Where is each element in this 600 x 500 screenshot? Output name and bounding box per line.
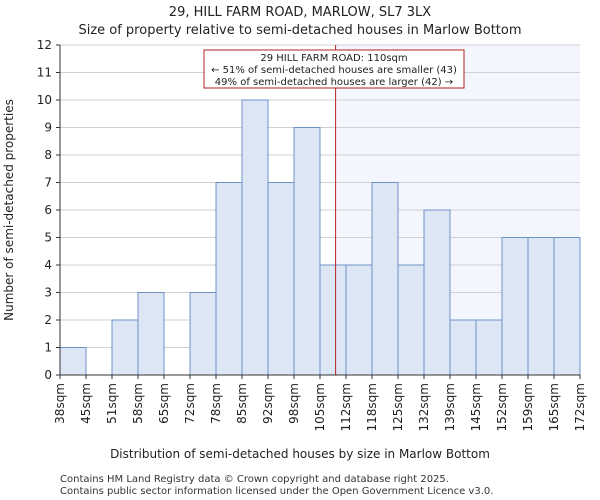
- bar: [137, 292, 165, 376]
- x-tick-label: 78sqm: [209, 383, 223, 424]
- bar: [423, 209, 451, 376]
- x-tick-label: 51sqm: [105, 383, 119, 424]
- bar: [527, 237, 555, 376]
- x-tick-label: 45sqm: [79, 383, 93, 424]
- bar: [553, 237, 581, 376]
- y-tick-label: 2: [44, 313, 52, 327]
- y-tick-label: 11: [37, 66, 52, 80]
- x-axis-label: Distribution of semi-detached houses by …: [110, 447, 490, 461]
- y-tick-label: 10: [37, 93, 52, 107]
- y-tick-label: 3: [44, 286, 52, 300]
- x-tick-label: 165sqm: [547, 383, 561, 431]
- y-tick-label: 7: [44, 176, 52, 190]
- x-tick-label: 172sqm: [573, 383, 587, 431]
- x-tick-label: 139sqm: [443, 383, 457, 431]
- x-tick-label: 145sqm: [469, 383, 483, 431]
- annotation-line-1: 29 HILL FARM ROAD: 110sqm: [260, 53, 407, 64]
- y-tick-label: 1: [44, 341, 52, 355]
- bar: [189, 292, 217, 376]
- bar: [267, 182, 295, 376]
- y-tick-label: 5: [44, 231, 52, 245]
- x-tick-label: 132sqm: [417, 383, 431, 431]
- bar: [293, 127, 321, 376]
- x-tick-label: 112sqm: [339, 383, 353, 431]
- x-tick-label: 105sqm: [313, 383, 327, 431]
- credit-line-1: Contains HM Land Registry data © Crown c…: [60, 474, 449, 485]
- bar: [111, 319, 139, 376]
- x-tick-label: 65sqm: [157, 383, 171, 424]
- x-tick-label: 38sqm: [53, 383, 67, 424]
- y-tick-label: 0: [44, 368, 52, 382]
- chart-subtitle: Size of property relative to semi-detach…: [78, 23, 521, 38]
- x-tick-label: 92sqm: [261, 383, 275, 424]
- credit-line-2: Contains public sector information licen…: [60, 486, 493, 497]
- x-tick-label: 159sqm: [521, 383, 535, 431]
- bar: [241, 99, 269, 376]
- x-tick-label: 58sqm: [131, 383, 145, 424]
- bar: [215, 182, 243, 376]
- x-tick-label: 125sqm: [391, 383, 405, 431]
- bar: [501, 237, 529, 376]
- annotation-line-2: ← 51% of semi-detached houses are smalle…: [211, 65, 457, 76]
- x-tick-label: 152sqm: [495, 383, 509, 431]
- annotation-box: [203, 49, 465, 89]
- bar: [345, 264, 373, 376]
- y-tick-label: 4: [44, 258, 52, 272]
- x-tick-label: 118sqm: [365, 383, 379, 431]
- x-tick-label: 72sqm: [183, 383, 197, 424]
- bar: [319, 264, 347, 376]
- x-tick-label: 98sqm: [287, 383, 301, 424]
- y-axis-label: Number of semi-detached properties: [2, 99, 16, 321]
- y-tick-label: 6: [44, 203, 52, 217]
- bar: [397, 264, 425, 376]
- y-tick-label: 12: [37, 38, 52, 52]
- y-tick-label: 9: [44, 121, 52, 135]
- chart-title: 29, HILL FARM ROAD, MARLOW, SL7 3LX: [169, 5, 431, 20]
- bar: [475, 319, 503, 376]
- y-tick-label: 8: [44, 148, 52, 162]
- bar: [449, 319, 477, 376]
- x-tick-label: 85sqm: [235, 383, 249, 424]
- bar: [371, 182, 399, 376]
- annotation-line-3: 49% of semi-detached houses are larger (…: [215, 77, 453, 88]
- bar: [59, 347, 87, 376]
